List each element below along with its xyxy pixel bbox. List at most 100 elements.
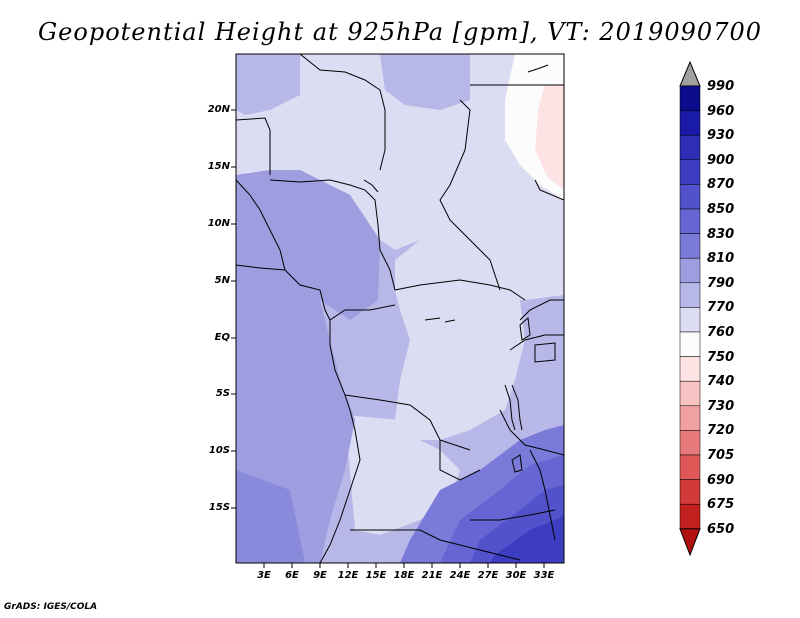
border-angola-n	[344, 394, 471, 451]
lake-victoria	[534, 342, 556, 363]
lon-label-21e: 21E	[421, 570, 443, 581]
colorbar-label-720: 720	[707, 423, 735, 439]
colorbar-cell-9	[679, 307, 701, 333]
lon-label-33e: 33E	[533, 570, 555, 581]
colorbar-label-930: 930	[707, 128, 735, 144]
border-car	[394, 279, 526, 301]
lon-label-15e: 15E	[365, 570, 387, 581]
colorbar-label-760: 760	[707, 325, 735, 340]
borders	[236, 54, 564, 563]
colorbar-label-750: 750	[707, 349, 735, 365]
sinai-coast	[527, 64, 549, 73]
lat-ticks	[231, 109, 236, 509]
colorbar-label-990: 990	[707, 79, 735, 94]
border-kenya	[509, 334, 564, 351]
colorbar	[679, 60, 701, 557]
colorbar-cell-17	[679, 503, 701, 530]
colorbar-cell-2	[679, 134, 701, 161]
field-ne-750	[535, 85, 564, 190]
lat-label-15s: 15S	[208, 502, 230, 513]
border-niger	[299, 54, 386, 171]
lon-ticks	[263, 563, 545, 568]
border-chad-sudan	[439, 99, 501, 291]
border-westafrica	[236, 179, 286, 271]
field-sw-830	[236, 470, 305, 563]
colorbar-cell-4	[679, 184, 701, 210]
lake-mweru	[511, 454, 523, 473]
field-top-790	[380, 54, 470, 110]
colorbar-top-arrow	[679, 60, 701, 87]
lon-label-6e: 6E	[285, 570, 299, 581]
colorbar-label-960: 960	[707, 103, 735, 119]
colorbar-cell-11	[679, 356, 701, 382]
chart-title: Geopotential Height at 925hPa [gpm], VT:…	[38, 18, 762, 46]
colorbar-cell-7	[679, 257, 701, 284]
colorbar-cell-10	[679, 331, 701, 357]
colorbar-label-730: 730	[707, 398, 735, 414]
colorbar-label-705: 705	[707, 448, 735, 463]
field-northern-770	[236, 54, 564, 250]
colorbar-label-675: 675	[707, 497, 735, 513]
field-nw-790	[236, 54, 300, 115]
lake-tanganyika-e	[511, 384, 523, 431]
lake-tanganyika-w	[504, 384, 516, 431]
border-eritrea	[534, 179, 564, 201]
colorbar-bottom-arrow	[679, 528, 701, 557]
colorbar-cell-13	[679, 405, 701, 431]
border-mali	[236, 117, 271, 175]
colorbar-label-810: 810	[707, 251, 735, 267]
lon-label-30e: 30E	[505, 570, 527, 581]
colorbar-cell-16	[679, 479, 701, 505]
colorbar-cell-8	[679, 282, 701, 308]
lon-label-12e: 12E	[337, 570, 359, 581]
lake-albert	[519, 316, 531, 341]
colorbar-label-900: 900	[707, 152, 735, 168]
colorbar-label-830: 830	[707, 226, 735, 242]
colorbar-label-650: 650	[707, 521, 735, 537]
map-frame	[235, 53, 565, 564]
lat-label-10n: 10N	[207, 218, 230, 229]
lon-label-24e: 24E	[449, 570, 471, 581]
border-angola-s	[350, 529, 461, 546]
border-nigeria	[269, 179, 396, 291]
colorbar-cell-12	[679, 380, 701, 407]
lat-label-eq: EQ	[214, 332, 230, 343]
lon-label-27e: 27E	[477, 570, 499, 581]
border-zambia	[439, 440, 481, 481]
lat-label-10s: 10S	[208, 445, 230, 456]
colorbar-cell-0	[679, 85, 701, 111]
field-sudan-770	[395, 235, 564, 300]
colorbar-label-690: 690	[707, 472, 735, 488]
colorbar-cell-3	[679, 159, 701, 185]
colorbar-label-790: 790	[707, 275, 735, 291]
colorbar-label-770: 770	[707, 300, 735, 316]
lake-chad	[363, 179, 379, 193]
congo-river	[424, 317, 456, 323]
field-westafrica-810	[236, 170, 380, 320]
field-se-900	[490, 515, 564, 563]
colorbar-label-870: 870	[707, 177, 735, 193]
lon-label-3e: 3E	[257, 570, 271, 581]
colorbar-cell-6	[679, 233, 701, 259]
border-tanzania	[499, 409, 564, 456]
border-zimbabwe	[470, 509, 556, 521]
lat-label-20n: 20N	[207, 104, 230, 115]
height-field	[236, 54, 564, 563]
lat-label-15n: 15N	[207, 161, 230, 172]
border-gabon	[329, 304, 396, 321]
border-botswana	[459, 544, 521, 561]
lat-label-5n: 5N	[214, 275, 230, 286]
coastline-west	[236, 264, 361, 563]
lat-label-5s: 5S	[215, 388, 230, 399]
colorbar-label-850: 850	[707, 202, 735, 217]
colorbar-cell-1	[679, 110, 701, 136]
grads-credit: GrADS: IGES/COLA	[4, 602, 98, 612]
colorbar-cell-14	[679, 430, 701, 456]
colorbar-cell-5	[679, 208, 701, 234]
colorbar-label-740: 740	[707, 374, 735, 390]
lon-label-9e: 9E	[313, 570, 327, 581]
lon-label-18e: 18E	[393, 570, 415, 581]
border-uganda	[519, 299, 564, 321]
border-malawi	[529, 449, 556, 541]
